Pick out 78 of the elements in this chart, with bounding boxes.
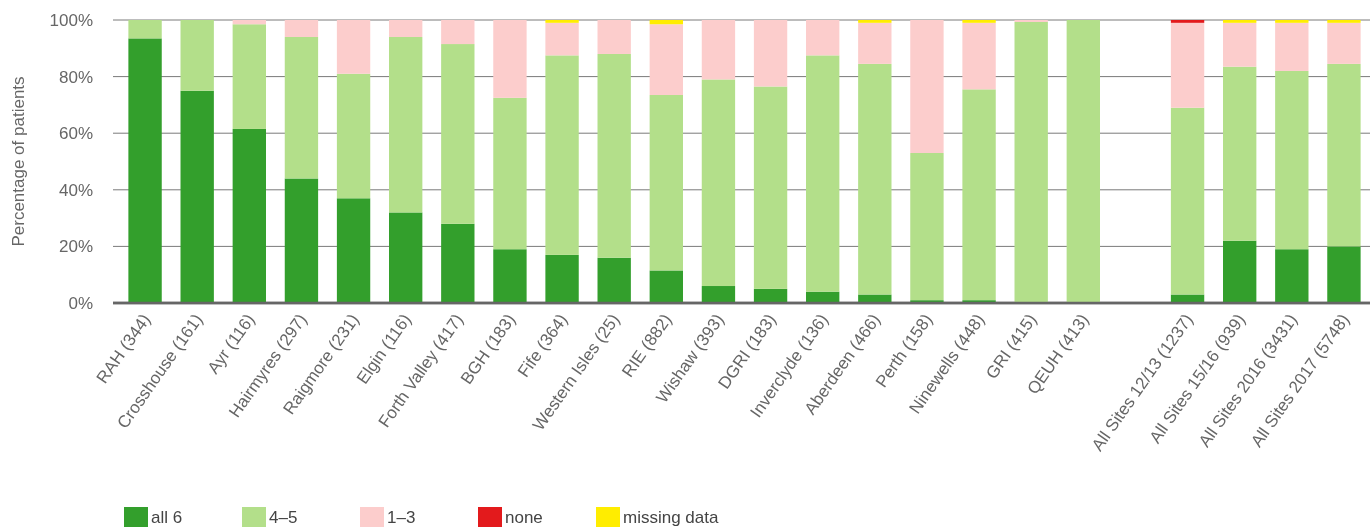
bar xyxy=(545,22,579,56)
bar xyxy=(597,20,631,54)
bar xyxy=(649,24,683,95)
legend-label: 4–5 xyxy=(269,507,298,527)
bar xyxy=(1170,22,1205,108)
bar xyxy=(701,286,736,303)
bar xyxy=(545,20,579,23)
y-tick-label: 60% xyxy=(58,124,93,144)
y-tick-label: 0% xyxy=(68,293,93,313)
bar xyxy=(962,22,996,90)
bar xyxy=(441,44,475,224)
bar xyxy=(493,249,527,303)
bar xyxy=(806,20,840,56)
bar xyxy=(1066,20,1100,303)
bar xyxy=(232,20,266,25)
bar xyxy=(753,20,788,87)
y-tick-label: 40% xyxy=(58,180,93,200)
bar xyxy=(1327,22,1361,64)
bar xyxy=(545,254,579,303)
bar xyxy=(858,22,892,64)
bar xyxy=(1275,20,1309,23)
bar xyxy=(336,73,371,199)
bar xyxy=(1275,249,1309,303)
bar xyxy=(649,20,683,25)
bar xyxy=(232,24,266,129)
bar xyxy=(284,36,319,179)
bar xyxy=(441,20,475,45)
bar xyxy=(1223,240,1257,303)
bar xyxy=(962,89,996,301)
bar xyxy=(336,20,371,74)
bar xyxy=(649,270,683,303)
bar xyxy=(701,79,736,287)
bar xyxy=(806,55,840,292)
bar xyxy=(1223,66,1257,241)
y-tick-label: 80% xyxy=(58,67,93,87)
bar xyxy=(545,55,579,255)
legend-label: 1–3 xyxy=(387,507,416,527)
bar xyxy=(1275,70,1309,250)
bar xyxy=(701,20,736,80)
bar xyxy=(858,20,892,23)
bar xyxy=(389,36,423,213)
bar xyxy=(493,20,527,98)
bar xyxy=(1275,22,1309,71)
bar xyxy=(1327,20,1361,23)
bar xyxy=(336,198,371,303)
bar xyxy=(910,153,944,301)
bar xyxy=(180,20,214,91)
bar xyxy=(128,20,162,39)
bar xyxy=(1327,246,1361,303)
bar xyxy=(649,95,683,271)
bar xyxy=(1170,107,1205,295)
bar xyxy=(284,178,319,303)
y-tick-label: 100% xyxy=(49,10,93,30)
bar xyxy=(753,86,788,289)
bar xyxy=(284,20,319,37)
bar xyxy=(232,128,266,303)
bar xyxy=(128,38,162,303)
bar xyxy=(910,20,944,154)
y-axis-title: Percentage of patients xyxy=(9,76,28,247)
bar xyxy=(1223,22,1257,67)
bar xyxy=(597,257,631,303)
bar xyxy=(597,53,631,258)
y-tick-label: 20% xyxy=(58,237,93,257)
legend-label: all 6 xyxy=(151,507,183,527)
bar xyxy=(962,20,996,23)
bar xyxy=(441,223,475,303)
bar xyxy=(1170,20,1205,23)
bar xyxy=(753,288,788,303)
bar xyxy=(1014,21,1048,303)
bar xyxy=(180,90,214,303)
bar xyxy=(1327,63,1361,247)
bar xyxy=(389,212,423,303)
bar xyxy=(493,97,527,250)
bar xyxy=(1223,20,1257,23)
bar xyxy=(389,20,423,37)
legend-label: none xyxy=(505,507,543,527)
legend-label: missing data xyxy=(623,507,719,527)
bar xyxy=(858,63,892,295)
